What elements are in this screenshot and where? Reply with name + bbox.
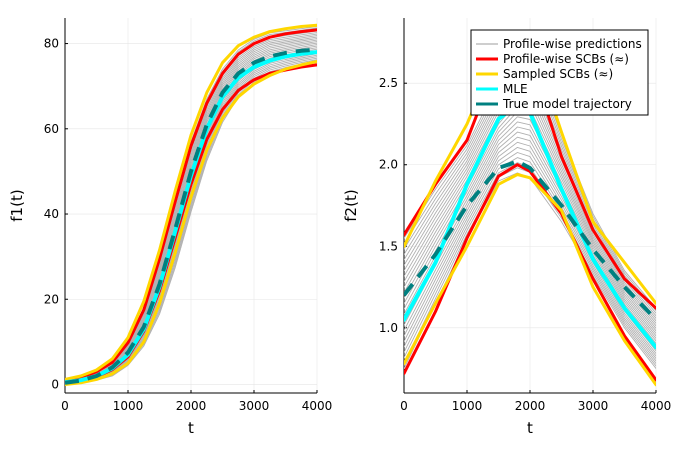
panel-f1: 0 1000 2000 3000 4000 0 20 40 60 80 t f1(t)	[8, 18, 332, 437]
panel-f2: 0 1000 2000 3000 4000 1.0 1.5 2.0 2.5 t f2(t)	[342, 18, 671, 437]
legend-entry: Profile-wise predictions	[503, 37, 642, 51]
y-axis-label: f2(t)	[342, 189, 360, 221]
prediction-line	[404, 146, 656, 357]
x-tick-label: 4000	[641, 399, 672, 413]
prediction-line	[404, 167, 656, 367]
profile-wise-scbs-upper-line	[65, 28, 317, 383]
x-tick-label: 3000	[239, 399, 270, 413]
sampled-scbs-lower-line	[65, 60, 317, 386]
x-tick-label: 2000	[176, 399, 207, 413]
x-tick-label: 0	[61, 399, 69, 413]
legend-entry: Sampled SCBs (≈)	[503, 67, 613, 81]
y-tick-label: 2.0	[379, 158, 398, 172]
x-tick-label: 4000	[302, 399, 333, 413]
legend-entry: MLE	[503, 82, 528, 96]
x-tick-label: 0	[400, 399, 408, 413]
y-tick-label: 1.5	[379, 239, 398, 253]
y-tick-label: 0	[51, 377, 59, 391]
legend-box	[470, 29, 649, 116]
x-tick-label: 1000	[452, 399, 483, 413]
legend-entry: Profile-wise SCBs (≈)	[503, 52, 629, 66]
y-tick-label: 60	[44, 122, 59, 136]
x-tick-label: 1000	[113, 399, 144, 413]
prediction-line	[404, 152, 656, 359]
prediction-line	[65, 35, 317, 382]
y-axis-label: f1(t)	[8, 189, 26, 221]
x-axis-label: t	[188, 419, 194, 437]
prediction-line	[65, 36, 317, 382]
plot-area	[404, 29, 656, 387]
y-tick-label: 40	[44, 207, 59, 221]
prediction-line	[404, 157, 656, 362]
sampled-scbs-upper-line	[65, 23, 317, 381]
sampled-scbs-lower-line	[404, 173, 656, 387]
true-model-trajectory-line	[65, 47, 317, 385]
x-tick-label: 3000	[578, 399, 609, 413]
x-axis-label: t	[527, 419, 533, 437]
y-tick-label: 20	[44, 292, 59, 306]
y-tick-label: 2.5	[379, 76, 398, 90]
y-tick-label: 80	[44, 37, 59, 51]
legend-entry: True model trajectory	[502, 97, 632, 111]
y-tick-label: 1.0	[379, 321, 398, 335]
true-model-trajectory-line	[404, 159, 656, 321]
plot-area	[65, 23, 317, 386]
x-tick-label: 2000	[515, 399, 546, 413]
